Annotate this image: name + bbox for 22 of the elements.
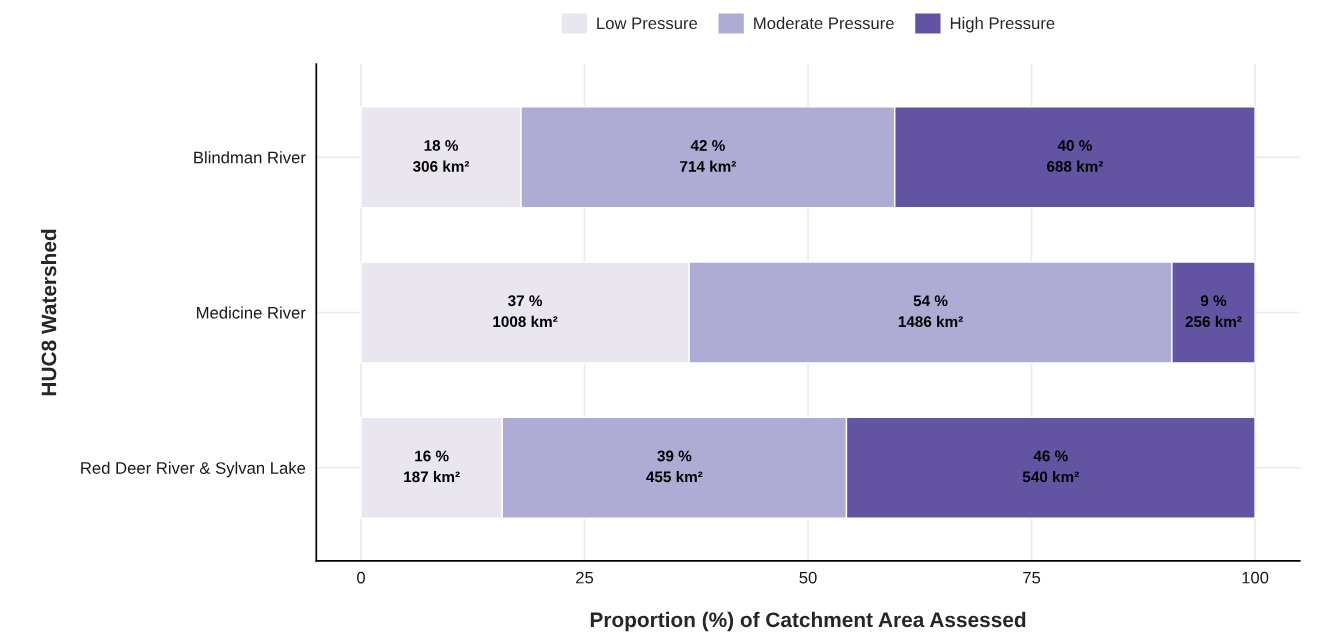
data-label: 37 % 1008 km² <box>493 295 558 328</box>
y-tick-label: Red Deer River & Sylvan Lake <box>81 461 306 478</box>
data-label: 54 % 1486 km² <box>898 295 963 328</box>
x-tick-label: 25 <box>576 571 594 584</box>
y-axis-title: HUC8 Watershed <box>41 229 57 396</box>
y-tick-label: Medicine River <box>197 306 306 319</box>
data-label: 42 % 714 km² <box>680 140 737 172</box>
y-tick-label: Blindman River <box>194 151 306 164</box>
legend-label: High Pressure <box>950 16 1055 33</box>
data-label: 16 % 187 km² <box>404 450 460 483</box>
data-label: 9 % 256 km² <box>1185 295 1242 328</box>
data-label: 40 % 688 km² <box>1047 140 1104 172</box>
data-label: 18 % 306 km² <box>412 140 470 172</box>
data-label: 39 % 455 km² <box>646 450 703 483</box>
x-tick-label: 100 <box>1242 571 1269 584</box>
x-tick-label: 75 <box>1023 571 1041 584</box>
data-label: 46 % 540 km² <box>1022 450 1079 483</box>
legend-label: Moderate Pressure <box>754 16 894 30</box>
x-axis-title: Proportion (%) of Catchment Area Assessed <box>590 611 1026 632</box>
x-tick-label: 0 <box>357 571 365 584</box>
legend-label: Low Pressure <box>597 17 698 30</box>
x-tick-label: 50 <box>799 571 817 584</box>
